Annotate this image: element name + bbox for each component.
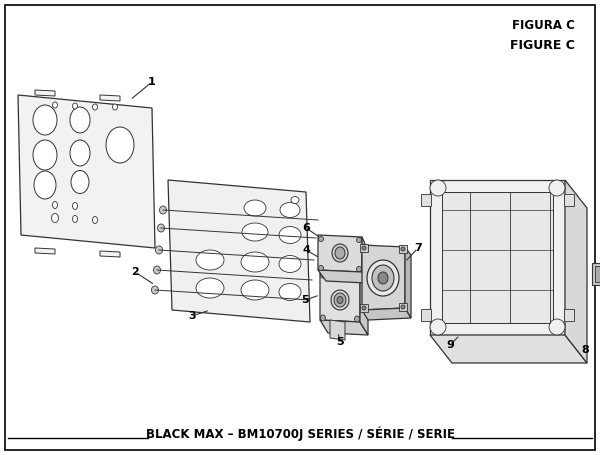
Ellipse shape xyxy=(279,256,301,273)
Ellipse shape xyxy=(155,246,163,254)
Polygon shape xyxy=(362,237,366,283)
Text: 4: 4 xyxy=(302,245,310,255)
Ellipse shape xyxy=(113,104,118,110)
Ellipse shape xyxy=(154,266,161,274)
Ellipse shape xyxy=(52,213,59,222)
Ellipse shape xyxy=(106,127,134,163)
Ellipse shape xyxy=(355,316,359,322)
Polygon shape xyxy=(318,270,366,283)
Ellipse shape xyxy=(244,200,266,216)
Ellipse shape xyxy=(73,216,77,222)
Text: BLACK MAX – BM10700J SERIES / SÉRIE / SERIE: BLACK MAX – BM10700J SERIES / SÉRIE / SE… xyxy=(146,426,455,441)
Polygon shape xyxy=(399,245,407,253)
Ellipse shape xyxy=(92,104,97,110)
Text: 6: 6 xyxy=(302,223,310,233)
Polygon shape xyxy=(595,266,600,282)
Text: 7: 7 xyxy=(414,243,422,253)
Ellipse shape xyxy=(549,180,565,196)
Polygon shape xyxy=(421,194,431,206)
Ellipse shape xyxy=(362,246,366,250)
Text: 8: 8 xyxy=(581,345,589,355)
Text: 5: 5 xyxy=(336,337,344,347)
Polygon shape xyxy=(168,180,310,322)
Polygon shape xyxy=(320,320,368,335)
Ellipse shape xyxy=(73,103,77,109)
Text: 2: 2 xyxy=(131,267,139,277)
Ellipse shape xyxy=(241,280,269,300)
Text: FIGURE C: FIGURE C xyxy=(510,39,575,52)
Polygon shape xyxy=(564,194,574,206)
Text: 5: 5 xyxy=(301,295,309,305)
Ellipse shape xyxy=(92,217,97,223)
Ellipse shape xyxy=(279,227,301,243)
Ellipse shape xyxy=(332,244,348,262)
Ellipse shape xyxy=(157,224,164,232)
Text: 3: 3 xyxy=(188,311,196,321)
Polygon shape xyxy=(360,304,368,312)
Ellipse shape xyxy=(356,267,361,272)
Ellipse shape xyxy=(196,278,224,298)
Polygon shape xyxy=(100,95,120,101)
Text: FIGURA C: FIGURA C xyxy=(512,19,575,32)
Polygon shape xyxy=(100,251,120,257)
Ellipse shape xyxy=(356,238,361,243)
Ellipse shape xyxy=(242,223,268,241)
Ellipse shape xyxy=(362,306,366,310)
Polygon shape xyxy=(399,303,407,311)
Ellipse shape xyxy=(355,273,359,279)
Text: 9: 9 xyxy=(446,340,454,350)
Ellipse shape xyxy=(291,197,299,203)
Ellipse shape xyxy=(196,250,224,270)
Ellipse shape xyxy=(33,105,57,135)
Ellipse shape xyxy=(71,171,89,193)
Polygon shape xyxy=(35,248,55,254)
Ellipse shape xyxy=(430,180,446,196)
Ellipse shape xyxy=(160,206,167,214)
Ellipse shape xyxy=(320,315,325,321)
Polygon shape xyxy=(360,272,368,335)
Ellipse shape xyxy=(34,171,56,199)
Ellipse shape xyxy=(335,247,345,259)
Polygon shape xyxy=(362,245,405,310)
Ellipse shape xyxy=(367,260,399,296)
Ellipse shape xyxy=(279,283,301,300)
Ellipse shape xyxy=(337,297,343,303)
Polygon shape xyxy=(18,95,155,248)
Polygon shape xyxy=(35,90,55,96)
Polygon shape xyxy=(318,235,362,272)
Ellipse shape xyxy=(430,319,446,335)
Polygon shape xyxy=(442,192,553,323)
Ellipse shape xyxy=(151,286,158,294)
Polygon shape xyxy=(360,244,368,252)
Polygon shape xyxy=(330,320,345,340)
Polygon shape xyxy=(362,308,411,320)
Polygon shape xyxy=(430,180,565,335)
Polygon shape xyxy=(320,270,360,322)
Ellipse shape xyxy=(549,319,565,335)
Polygon shape xyxy=(405,247,411,318)
Polygon shape xyxy=(421,309,431,321)
Ellipse shape xyxy=(401,247,405,251)
Ellipse shape xyxy=(70,107,90,133)
Ellipse shape xyxy=(331,290,349,310)
Polygon shape xyxy=(430,335,587,363)
Ellipse shape xyxy=(53,102,58,108)
Ellipse shape xyxy=(372,265,394,291)
Ellipse shape xyxy=(73,202,77,209)
Ellipse shape xyxy=(320,272,325,278)
Ellipse shape xyxy=(53,202,58,208)
Polygon shape xyxy=(564,309,574,321)
Ellipse shape xyxy=(319,237,323,242)
Ellipse shape xyxy=(241,252,269,272)
Polygon shape xyxy=(592,263,600,285)
Text: 1: 1 xyxy=(148,77,156,87)
Ellipse shape xyxy=(401,305,405,309)
Ellipse shape xyxy=(319,266,323,271)
Ellipse shape xyxy=(33,140,57,170)
Ellipse shape xyxy=(280,202,300,217)
Ellipse shape xyxy=(334,293,346,307)
Polygon shape xyxy=(565,180,587,363)
Ellipse shape xyxy=(378,272,388,284)
Ellipse shape xyxy=(70,140,90,166)
